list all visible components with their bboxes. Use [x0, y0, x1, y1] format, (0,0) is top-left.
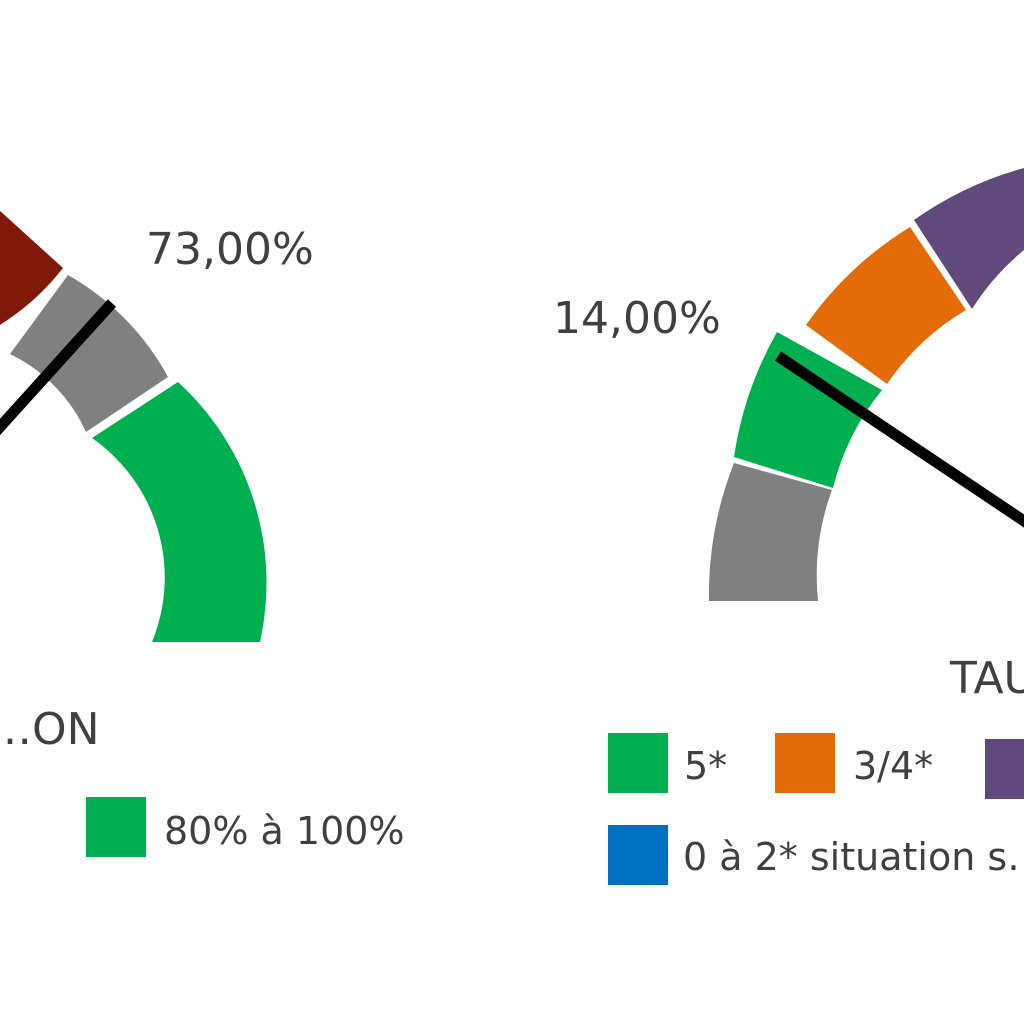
gauge-left: 73,00% …ON [0, 210, 314, 755]
gauge-right-segment-gray [708, 463, 832, 601]
gauge-left-value-label: 73,00% [146, 224, 314, 275]
legend-swatch-green-5 [608, 733, 668, 793]
legend-swatch-green [86, 797, 146, 857]
gauge-right-segment-purple [914, 168, 1024, 309]
gauge-left-segment-gray [10, 275, 168, 432]
gauge-left-segment-red [0, 210, 63, 325]
gauge-right-segment-green [734, 332, 882, 488]
legend-label-0-2-star: 0 à 2* situation s… [683, 835, 1024, 879]
legend-swatch-purple [985, 739, 1024, 799]
gauge-left-legend: 80% à 100% [86, 797, 405, 857]
gauge-right-needle [774, 351, 1024, 528]
gauge-right: 14,00% TAU… [553, 168, 1024, 704]
legend-swatch-orange-3-4 [775, 733, 835, 793]
legend-label-5-star: 5* [684, 744, 727, 788]
legend-label-80-100: 80% à 100% [164, 809, 405, 853]
gauge-right-value-label: 14,00% [553, 293, 721, 344]
legend-label-3-4-star: 3/4* [853, 744, 933, 788]
gauge-left-title: …ON [0, 704, 100, 755]
legend-swatch-blue [608, 825, 668, 885]
gauge-right-segment-orange [806, 227, 966, 384]
gauge-left-segment-green [92, 382, 267, 642]
gauge-right-legend: 5* 3/4* 0 à 2* situation s… [608, 733, 1024, 885]
gauge-left-needle [0, 299, 117, 436]
gauge-right-title: TAU… [949, 653, 1024, 704]
